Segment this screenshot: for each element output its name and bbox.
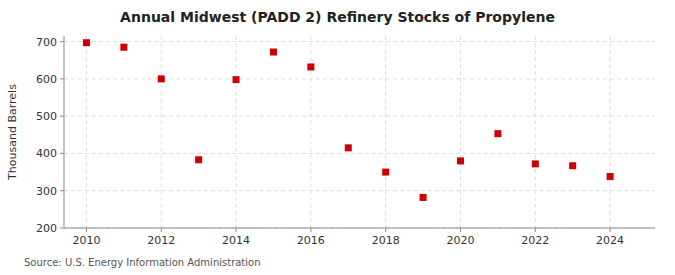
point bbox=[120, 44, 127, 51]
y-axis-label: Thousand Barrels bbox=[6, 84, 19, 181]
chart-svg: 2010 2012 2014 2016 2018 2020 2022 2024 200 300 40… bbox=[0, 0, 675, 275]
y-grid-line bbox=[64, 153, 655, 154]
point bbox=[158, 75, 165, 82]
y-tick-label: 400 bbox=[36, 147, 57, 160]
point bbox=[420, 194, 427, 201]
chart-container: 2010 2012 2014 2016 2018 2020 2022 2024 200 300 40… bbox=[0, 0, 675, 275]
x-tick-label: 2012 bbox=[147, 234, 175, 247]
point bbox=[345, 144, 352, 151]
x-tick bbox=[161, 228, 162, 232]
y-tick bbox=[60, 116, 64, 117]
y-grid-line bbox=[64, 41, 655, 42]
x-tick bbox=[535, 228, 536, 232]
x-tick bbox=[460, 228, 461, 232]
title: Annual Midwest (PADD 2) Refinery Stocks … bbox=[120, 9, 555, 25]
point bbox=[457, 157, 464, 164]
x-grid-line bbox=[236, 36, 237, 228]
x-grid-line bbox=[86, 36, 87, 228]
x-tick-label: 2018 bbox=[372, 234, 400, 247]
x-axis-line bbox=[64, 228, 655, 229]
y-tick-label: 500 bbox=[36, 110, 57, 123]
x-grid-line bbox=[535, 36, 536, 228]
point bbox=[195, 156, 202, 163]
y-tick bbox=[60, 153, 64, 154]
x-grid-line bbox=[385, 36, 386, 228]
x-grid-line bbox=[460, 36, 461, 228]
point bbox=[233, 76, 240, 83]
x-tick-label: 2024 bbox=[596, 234, 624, 247]
y-tick bbox=[60, 190, 64, 191]
point bbox=[382, 169, 389, 176]
y-tick-label: 600 bbox=[36, 73, 57, 86]
source-note: Source: U.S. Energy Information Administ… bbox=[24, 257, 261, 268]
y-tick bbox=[60, 228, 64, 229]
y-axis-line bbox=[64, 36, 65, 228]
point bbox=[494, 130, 501, 137]
x-tick-label: 2010 bbox=[72, 234, 100, 247]
point bbox=[607, 173, 614, 180]
y-tick bbox=[60, 78, 64, 79]
y-grid-line bbox=[64, 116, 655, 117]
y-tick bbox=[60, 41, 64, 42]
x-tick bbox=[310, 228, 311, 232]
y-grid-line bbox=[64, 228, 655, 229]
grid bbox=[64, 36, 655, 228]
x-tick bbox=[236, 228, 237, 232]
x-tick-label: 2022 bbox=[521, 234, 549, 247]
y-tick-label: 200 bbox=[36, 222, 57, 235]
x-grid-line bbox=[610, 36, 611, 228]
y-grid-line bbox=[64, 78, 655, 79]
point bbox=[83, 39, 90, 46]
x-tick-label: 2016 bbox=[297, 234, 325, 247]
x-tick bbox=[610, 228, 611, 232]
point bbox=[569, 162, 576, 169]
point bbox=[532, 160, 539, 167]
point bbox=[307, 63, 314, 70]
points bbox=[83, 39, 614, 201]
y-grid-line bbox=[64, 190, 655, 191]
x-grid-line bbox=[161, 36, 162, 228]
x-tick bbox=[385, 228, 386, 232]
x-tick bbox=[86, 228, 87, 232]
y-tick-label: 300 bbox=[36, 185, 57, 198]
y-tick-label: 700 bbox=[36, 36, 57, 49]
x-tick-label: 2020 bbox=[446, 234, 474, 247]
x-tick-label: 2014 bbox=[222, 234, 250, 247]
point bbox=[270, 49, 277, 56]
